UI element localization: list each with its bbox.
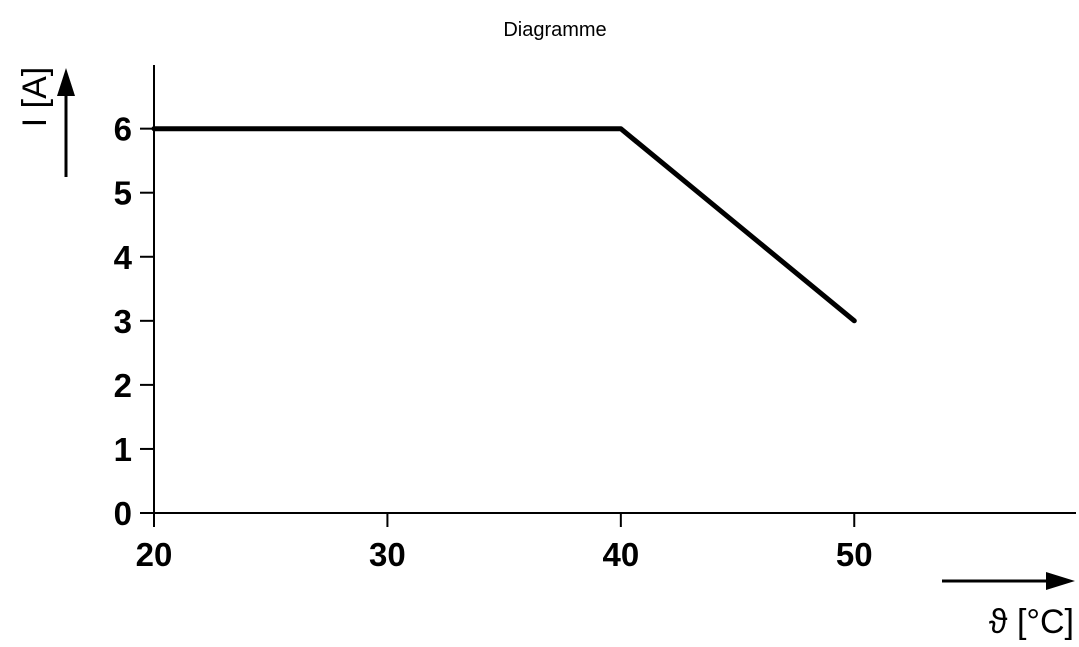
x-tick-label: 40 [602,536,639,573]
x-axis-label: ϑ [°C] [989,603,1074,641]
tick-marks [140,127,856,527]
chart-title: Diagramme [503,19,606,41]
axes [153,65,1076,514]
tick-labels: 0 1 2 3 4 5 6 20 30 40 50 [114,111,873,573]
y-tick-label: 2 [114,367,132,404]
series-layer [151,126,857,324]
y-tick-label: 5 [114,175,132,212]
y-axis-label: I [A] [16,67,54,127]
y-tick-label: 0 [114,495,132,532]
y-tick-label: 4 [114,239,133,276]
x-axis-label-group: ϑ [°C] [942,572,1075,641]
series-line [151,126,857,324]
y-tick-label: 1 [114,431,132,468]
x-axis-label-arrowhead-icon [1046,572,1075,590]
y-tick-label: 6 [114,111,132,148]
y-axis-label-arrowhead-icon [57,68,75,96]
y-tick-label: 3 [114,303,132,340]
x-tick-label: 30 [369,536,406,573]
x-tick-label: 50 [836,536,873,573]
x-tick-label: 20 [136,536,173,573]
y-axis-label-group: I [A] [16,67,75,177]
